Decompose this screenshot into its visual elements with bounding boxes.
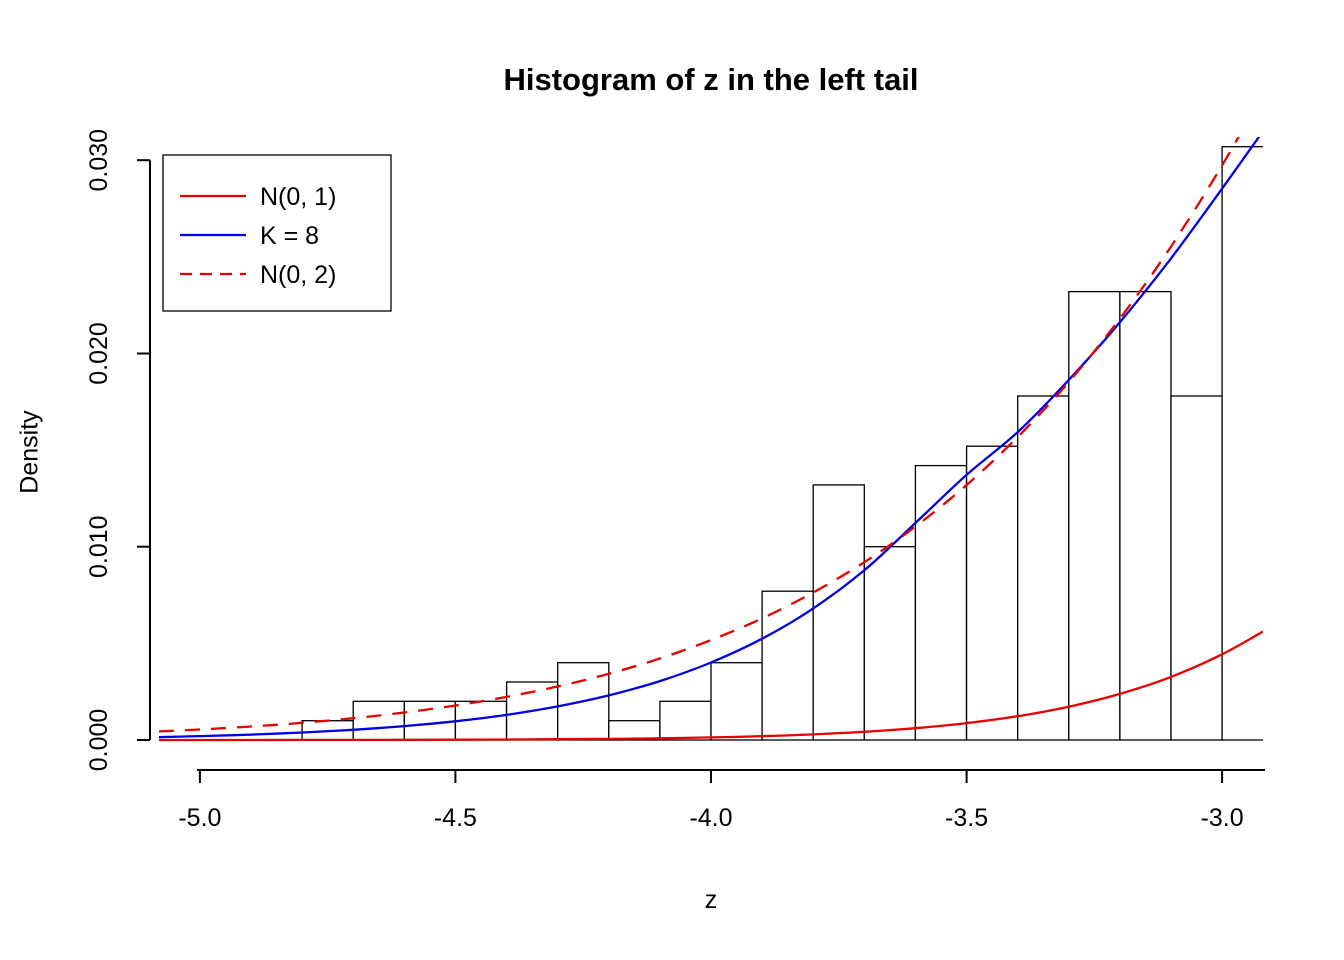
histogram-bar: [352, 700, 405, 741]
legend-box: [162, 154, 392, 312]
y-tick-label: 0.020: [85, 322, 113, 385]
legend: N(0, 1) K = 8 N(0, 2): [162, 154, 392, 312]
density-curves: [159, 137, 1263, 742]
histogram-bar: [761, 590, 814, 741]
x-tick-label: -4.0: [689, 804, 732, 832]
histogram-bar: [1170, 395, 1223, 741]
histogram-bar: [1221, 146, 1263, 741]
x-tick-label: -3.5: [945, 804, 988, 832]
y-tick-label: 0.000: [85, 709, 113, 772]
histogram-bar: [914, 464, 968, 741]
histogram-bar: [659, 700, 712, 741]
histogram-bar: [1017, 395, 1070, 741]
histogram-bar: [710, 662, 763, 741]
y-tick-label: 0.030: [85, 129, 113, 192]
x-axis: -5.0 -4.5 -4.0 -3.5 -3.0: [178, 769, 1265, 832]
series-curve-2: [159, 137, 1240, 733]
series-curve-0: [159, 630, 1263, 742]
x-axis-label: z: [704, 886, 718, 914]
x-tick-label: -4.5: [434, 804, 477, 832]
chart-title: Histogram of z in the left tail: [503, 62, 919, 97]
histogram-bar: [812, 484, 865, 741]
histogram-bar: [1068, 290, 1121, 741]
legend-label-1: K = 8: [260, 222, 319, 250]
histogram-bar: [965, 445, 1019, 741]
histogram-bar: [863, 546, 917, 741]
x-tick-label: -3.0: [1201, 804, 1244, 832]
legend-label-2: N(0, 2): [260, 261, 336, 289]
legend-label-0: N(0, 1): [260, 183, 336, 211]
y-tick-label: 0.010: [85, 515, 113, 578]
y-axis: 0.000 0.010 0.020 0.030: [85, 129, 151, 772]
histogram-bar: [608, 720, 661, 741]
histogram-bars: [301, 146, 1263, 741]
x-tick-label: -5.0: [178, 804, 221, 832]
histogram-bar: [1119, 290, 1172, 741]
series-curve-1: [159, 137, 1261, 739]
